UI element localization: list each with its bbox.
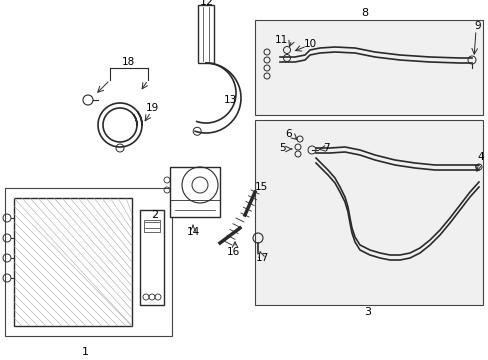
Bar (140, 210, 163, 305)
Bar (143, 220, 160, 232)
Text: 2: 2 (151, 210, 158, 220)
Bar (198, 5, 214, 63)
Bar (14, 198, 132, 326)
Text: 9: 9 (474, 21, 480, 31)
Bar (254, 120, 482, 305)
Text: 14: 14 (186, 227, 199, 237)
Text: 15: 15 (254, 182, 267, 192)
Text: 10: 10 (303, 39, 316, 49)
Bar (170, 167, 220, 217)
Text: 18: 18 (121, 57, 134, 67)
Text: 7: 7 (323, 143, 329, 153)
Text: 6: 6 (285, 129, 292, 139)
Text: 13: 13 (223, 95, 236, 105)
Text: 4: 4 (477, 152, 483, 162)
Text: 5: 5 (279, 143, 286, 153)
Text: 1: 1 (81, 347, 88, 357)
Text: 12: 12 (200, 0, 214, 7)
Text: 11: 11 (274, 35, 287, 45)
Bar (5, 188, 172, 336)
Text: 16: 16 (226, 247, 239, 257)
Text: 17: 17 (255, 253, 268, 263)
Text: 19: 19 (145, 103, 158, 113)
Bar (254, 20, 482, 115)
Text: 3: 3 (364, 307, 371, 317)
Text: 8: 8 (361, 8, 368, 18)
